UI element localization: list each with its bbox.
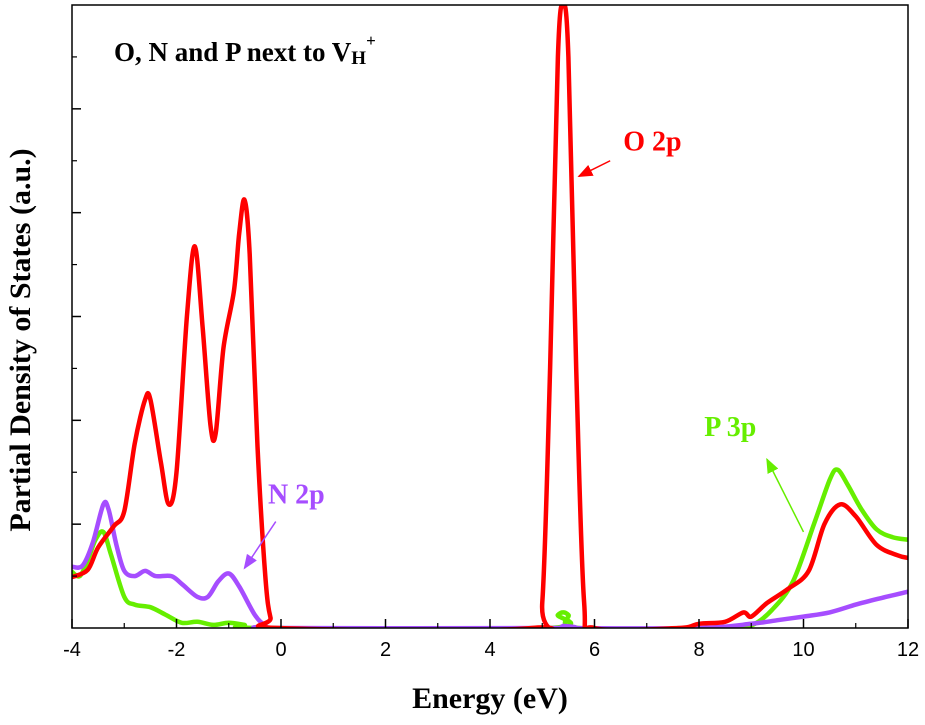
- x-tick-label: 0: [275, 639, 286, 661]
- y-axis-ticks: [72, 56, 81, 577]
- x-axis-title: Energy (eV): [412, 682, 568, 715]
- x-tick-label: -4: [63, 639, 81, 661]
- annotation-arrow-p-3p: [766, 457, 805, 533]
- chart-title-main: O, N and P next to V: [114, 37, 352, 67]
- annotation-layer: O 2p N 2p P 3p: [243, 126, 805, 570]
- x-tick-label: 12: [897, 639, 919, 661]
- x-tick-label: -2: [168, 639, 186, 661]
- y-axis-title: Partial Density of States (a.u.): [4, 148, 37, 531]
- series-line-o-2p: [72, 5, 908, 628]
- x-axis-ticks: -4 -2 0 2 4 6 8 10 12: [63, 619, 919, 661]
- chart-title-superscript: +: [366, 31, 376, 50]
- series-line-p-3p: [72, 467, 908, 628]
- x-tick-label: 6: [589, 639, 600, 661]
- annotation-arrow-o-2p: [577, 160, 611, 177]
- x-tick-label: 10: [792, 639, 814, 661]
- chart-title-subscript: H: [351, 48, 366, 69]
- x-tick-label: 2: [380, 639, 391, 661]
- annotation-label-p-3p: P 3p: [704, 412, 756, 443]
- plot-frame: [71, 4, 909, 629]
- series-line-n-2p: [72, 499, 908, 628]
- x-tick-label: 4: [484, 639, 495, 661]
- annotation-arrow-n-2p: [243, 521, 277, 570]
- series-layer: [72, 5, 908, 628]
- chart-title: O, N and P next to VH+: [114, 31, 376, 69]
- x-tick-label: 8: [693, 639, 704, 661]
- annotation-label-n-2p: N 2p: [268, 479, 325, 510]
- annotation-label-o-2p: O 2p: [623, 126, 681, 157]
